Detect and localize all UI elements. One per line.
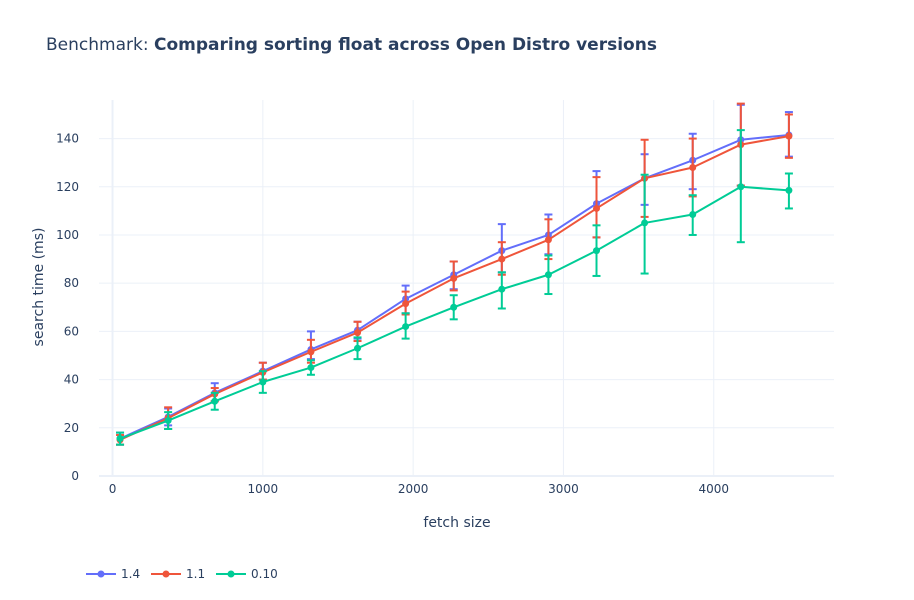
legend-item-1.4[interactable]: 1.4	[86, 567, 140, 581]
data-point[interactable]	[785, 186, 793, 194]
data-point[interactable]	[689, 210, 697, 218]
legend-item-0.10[interactable]: 0.10	[216, 567, 278, 581]
data-point[interactable]	[307, 364, 315, 372]
y-tick-label: 120	[56, 180, 79, 194]
legend-label: 0.10	[251, 567, 278, 581]
x-tick-label: 4000	[698, 482, 729, 496]
data-point[interactable]	[737, 183, 745, 191]
y-tick-label: 40	[64, 373, 79, 387]
data-point[interactable]	[402, 323, 410, 331]
series-0.10	[116, 129, 793, 446]
legend-swatch-marker	[97, 570, 105, 578]
data-point[interactable]	[211, 397, 219, 405]
data-point[interactable]	[402, 300, 410, 308]
data-point[interactable]	[498, 285, 506, 293]
legend-swatch-marker	[162, 570, 170, 578]
x-axis-ticks: 0 1000 2000 3000 4000	[109, 482, 729, 496]
x-tick-label: 1000	[248, 482, 279, 496]
data-point[interactable]	[450, 303, 458, 311]
data-point[interactable]	[164, 417, 172, 425]
chart-title: Benchmark: Comparing sorting float acros…	[46, 35, 657, 55]
y-tick-label: 60	[64, 324, 79, 338]
data-point[interactable]	[593, 204, 601, 212]
x-tick-label: 3000	[548, 482, 579, 496]
data-point[interactable]	[785, 132, 793, 140]
x-tick-label: 2000	[398, 482, 429, 496]
grid-lines	[99, 100, 834, 477]
data-point[interactable]	[689, 163, 697, 171]
chart-title-main: Comparing sorting float across Open Dist…	[154, 35, 657, 55]
series-layer	[116, 102, 793, 446]
data-point[interactable]	[498, 255, 506, 263]
data-point[interactable]	[307, 348, 315, 356]
y-axis-title: search time (ms)	[31, 228, 47, 347]
data-point[interactable]	[116, 435, 124, 443]
data-point[interactable]	[641, 219, 649, 227]
legend-label: 1.4	[121, 567, 140, 581]
legend[interactable]: 1.4 1.1 0.10	[86, 567, 278, 581]
y-tick-label: 0	[71, 469, 79, 483]
legend-item-1.1[interactable]: 1.1	[151, 567, 205, 581]
y-axis-ticks: 0 20 40 60 80 100 120 140	[56, 132, 79, 483]
data-point[interactable]	[593, 247, 601, 255]
chart-title-prefix: Benchmark:	[46, 35, 154, 55]
y-tick-label: 20	[64, 421, 79, 435]
y-tick-label: 140	[56, 132, 79, 146]
y-tick-label: 80	[64, 276, 79, 290]
data-point[interactable]	[544, 271, 552, 279]
x-tick-label: 0	[109, 482, 117, 496]
y-tick-label: 100	[56, 228, 79, 242]
x-axis-title: fetch size	[423, 515, 490, 531]
data-point[interactable]	[354, 329, 362, 337]
legend-swatch-marker	[227, 570, 235, 578]
legend-label: 1.1	[186, 567, 205, 581]
data-point[interactable]	[354, 344, 362, 352]
data-point[interactable]	[259, 378, 267, 386]
data-point[interactable]	[544, 236, 552, 244]
data-point[interactable]	[450, 274, 458, 282]
